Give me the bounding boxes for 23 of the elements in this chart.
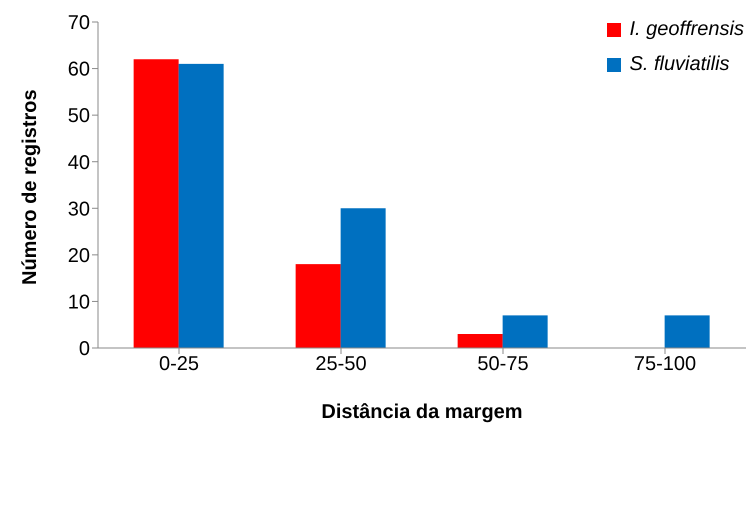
y-axis-title: Número de registros (19, 89, 42, 285)
y-tick-label: 30 (68, 198, 90, 220)
y-tick-label: 0 (78, 338, 90, 360)
x-axis-title: Distância da margem (321, 401, 523, 423)
y-tick-label: 50 (68, 105, 90, 128)
bar (296, 264, 341, 348)
y-tick-label: 20 (68, 244, 90, 267)
bar (340, 208, 386, 348)
bar (458, 334, 503, 348)
legend-label: S. fluviatilis (629, 53, 730, 76)
y-tick-label: 10 (68, 292, 90, 314)
x-tick-label: 50-75 (477, 353, 529, 376)
y-tick-label: 60 (68, 58, 90, 81)
legend-label: I. geoffrensis (629, 18, 744, 41)
bar (502, 315, 548, 348)
y-tick-label: 40 (68, 152, 90, 174)
x-tick-label: 75-100 (634, 353, 696, 376)
bar (664, 315, 710, 348)
y-tick-label: 70 (68, 12, 90, 34)
bar (178, 64, 224, 348)
bar (134, 59, 179, 348)
x-tick-label: 0-25 (158, 353, 200, 376)
x-tick-label: 25-50 (315, 353, 367, 376)
